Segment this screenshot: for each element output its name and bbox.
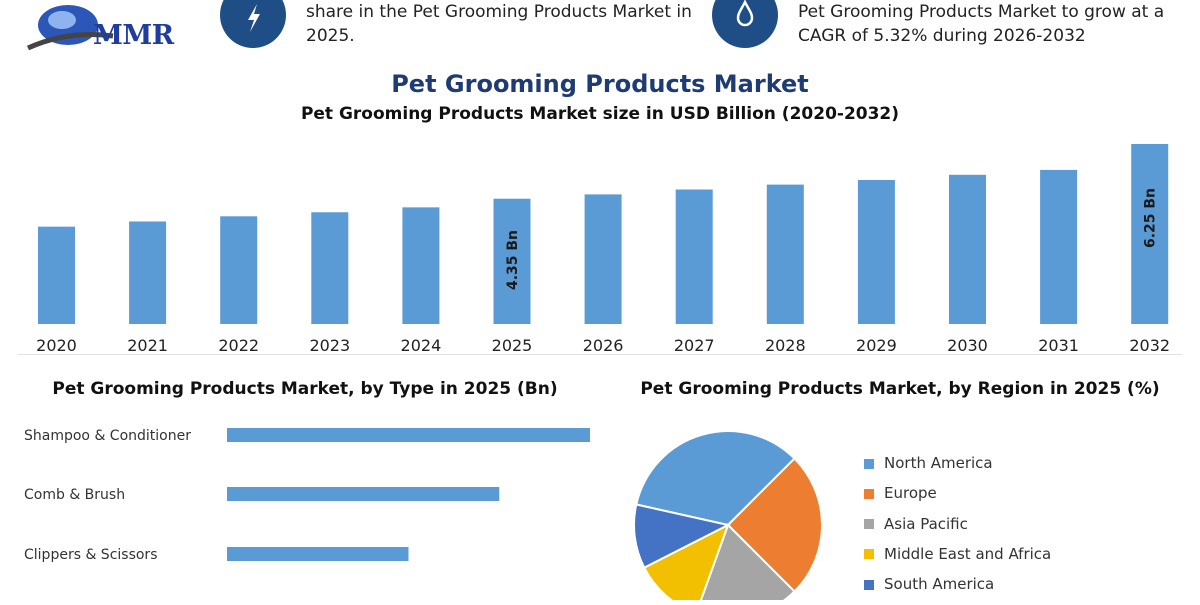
- bar-2030: [949, 174, 986, 324]
- data-label-2032: 6.25 Bn: [1143, 188, 1159, 248]
- highlight-1-text: share in the Pet Grooming Products Marke…: [306, 0, 692, 48]
- bar-2025: [493, 198, 531, 324]
- type-section-title: Pet Grooming Products Market, by Type in…: [52, 379, 558, 399]
- highlight-2-line-1: Pet Grooming Products Market to grow at …: [798, 2, 1165, 22]
- x-tick-2022: 2022: [218, 336, 259, 355]
- main-subtitle: Pet Grooming Products Market size in USD…: [300, 104, 900, 124]
- x-tick-2023: 2023: [309, 336, 350, 355]
- bar-2029: [857, 180, 895, 324]
- x-tick-2032: 2032: [1129, 336, 1170, 355]
- x-tick-2031: 2031: [1038, 336, 1079, 355]
- lightning-icon: [248, 4, 260, 32]
- legend-label: South America: [884, 575, 995, 594]
- type-bar-chart: Shampoo & Conditioner Comb & Brush Clipper…: [24, 428, 590, 563]
- bar-2020: [38, 226, 75, 324]
- x-tick-2030: 2030: [947, 336, 988, 355]
- logo-text: MMR: [93, 20, 174, 51]
- x-tick-2029: 2029: [856, 336, 897, 355]
- drop-icon: [736, 0, 754, 27]
- bar-2032: [1131, 144, 1169, 324]
- bar-2021: [129, 221, 167, 324]
- data-label-2025: 4.35 Bn: [505, 230, 521, 290]
- legend-label: Middle East and Africa: [884, 544, 1052, 563]
- type-bar-0: [227, 428, 590, 442]
- x-tick-2021: 2021: [127, 336, 168, 355]
- legend-item-1: Europe: [864, 484, 1051, 514]
- x-tick-2025: 2025: [492, 336, 533, 355]
- bar-2028: [766, 184, 804, 324]
- legend-item-0: North America: [864, 454, 1051, 484]
- region-section-title: Pet Grooming Products Market, by Region …: [640, 379, 1160, 399]
- x-tick-2020: 2020: [36, 336, 77, 355]
- type-label-2: Clippers & Scissors: [24, 547, 158, 563]
- legend-item-2: Asia Pacific: [864, 515, 1051, 545]
- x-tick-2024: 2024: [401, 336, 442, 355]
- pie-slice-4: [633, 503, 731, 570]
- market-size-bar-chart: 2020 2021 2022 2023 2024 2025 4.35 Bn 2026 2027 2…: [36, 144, 1170, 355]
- mmr-logo: [26, 5, 114, 51]
- type-label-1: Comb & Brush: [24, 487, 125, 503]
- highlight-2-circle: [712, 0, 778, 48]
- legend-label: Asia Pacific: [884, 514, 968, 533]
- legend-label: Europe: [884, 484, 937, 503]
- legend-swatch: [864, 488, 874, 499]
- bar-2027: [675, 189, 713, 324]
- pie-slice-3: [642, 522, 730, 600]
- legend-swatch: [864, 458, 874, 469]
- highlight-1-circle: [220, 0, 286, 48]
- legend-swatch: [864, 519, 874, 530]
- x-tick-2026: 2026: [583, 336, 624, 355]
- region-legend: North America Europe Asia Pacific Middle Ea…: [864, 454, 1051, 605]
- highlight-2-text: Pet Grooming Products Market to grow at …: [798, 0, 1164, 48]
- bar-2023: [311, 212, 349, 324]
- type-bar-2: [227, 547, 409, 561]
- highlight-2-line-2: CAGR of 5.32% during 2026-2032: [798, 26, 1086, 46]
- type-label-0: Shampoo & Conditioner: [24, 428, 191, 444]
- pie-slice-2: [699, 523, 796, 600]
- x-tick-2027: 2027: [674, 336, 715, 355]
- legend-swatch: [864, 579, 874, 590]
- x-tick-2028: 2028: [765, 336, 806, 355]
- bar-2022: [220, 216, 258, 324]
- legend-swatch: [864, 549, 874, 560]
- legend-item-4: South America: [864, 575, 1051, 605]
- highlight-1-line-2: 2025.: [306, 26, 355, 46]
- highlight-1-line-1: share in the Pet Grooming Products Marke…: [306, 2, 692, 22]
- pie-slice-1: [726, 457, 823, 593]
- legend-label: North America: [884, 454, 993, 472]
- legend-item-3: Middle East and Africa: [864, 545, 1051, 575]
- bar-2031: [1040, 169, 1078, 324]
- pie-slice-0: [635, 430, 796, 527]
- main-title: Pet Grooming Products Market: [391, 70, 809, 98]
- bar-2024: [402, 207, 440, 324]
- type-bar-1: [227, 487, 500, 501]
- bar-2026: [584, 194, 622, 324]
- region-pie-chart: [633, 430, 823, 600]
- section-divider: [18, 354, 1182, 355]
